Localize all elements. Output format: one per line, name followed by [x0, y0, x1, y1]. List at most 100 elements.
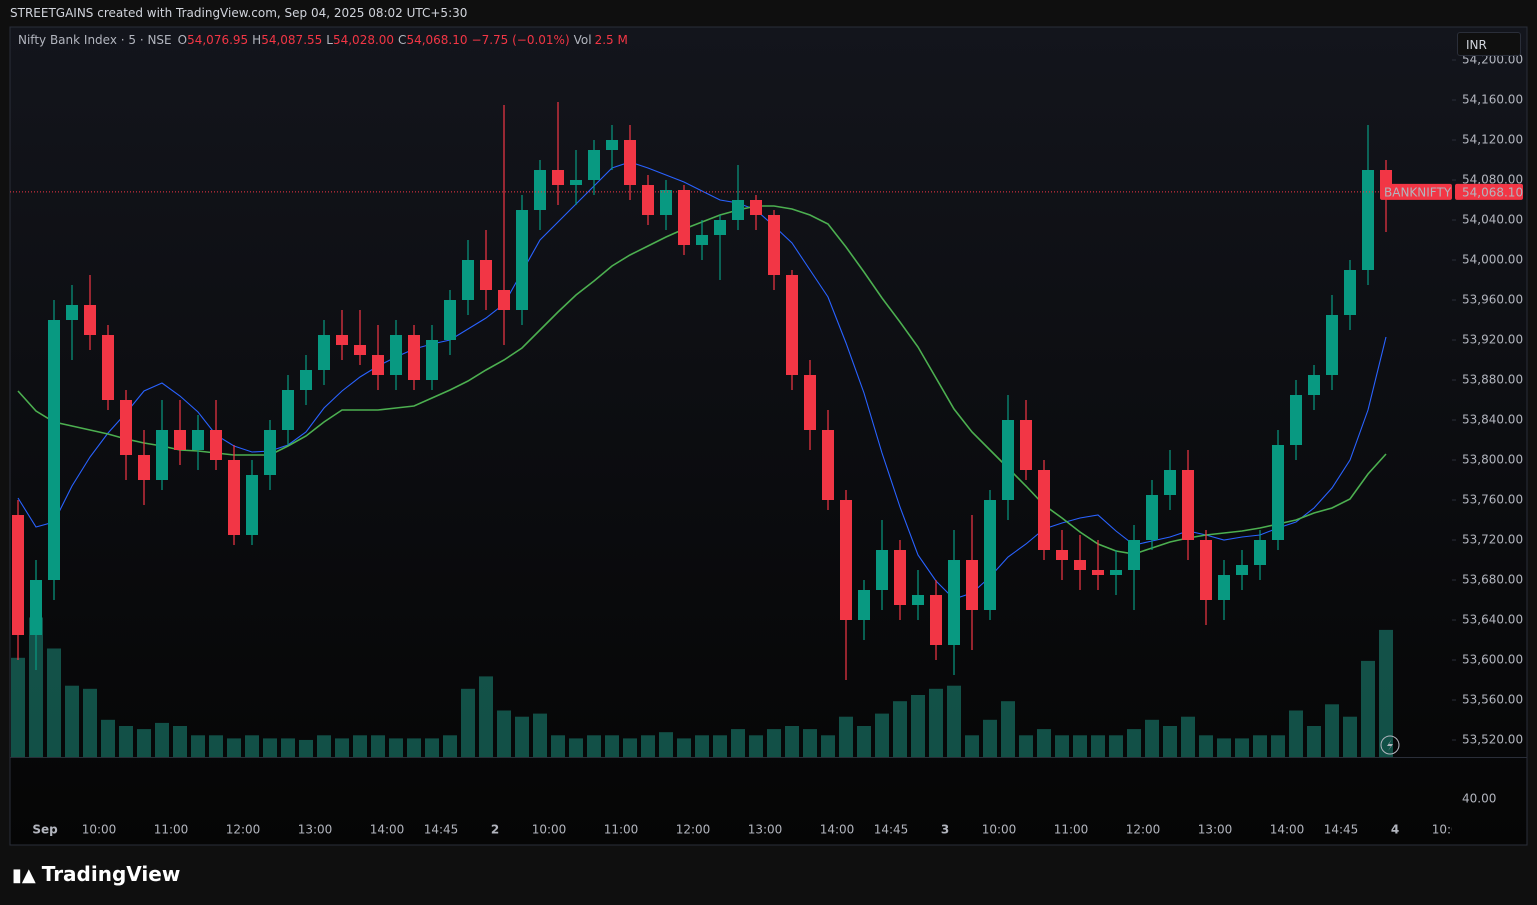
volume-bar: [173, 726, 187, 757]
volume-bar: [515, 716, 529, 757]
last-price-label: 54,068.10: [1462, 185, 1523, 199]
y-tick-label: 53,520.00: [1462, 733, 1523, 747]
candle-body: [462, 260, 474, 300]
chart-panel: [9, 26, 1528, 846]
candle-body: [48, 320, 60, 580]
candle-body: [1056, 550, 1068, 560]
volume-bar: [929, 688, 943, 757]
candle-body: [174, 430, 186, 450]
candle-body: [228, 460, 240, 535]
y-tick-label: 53,760.00: [1462, 493, 1523, 507]
y-tick-label: 53,680.00: [1462, 573, 1523, 587]
candle-body: [822, 430, 834, 500]
h-label: H: [252, 33, 262, 47]
volume-bar: [947, 685, 961, 757]
volume-bar: [911, 695, 925, 757]
y-tick-label: 53,880.00: [1462, 373, 1523, 387]
volume-bar: [1379, 629, 1393, 757]
volume-bar: [425, 738, 439, 757]
replay-icon[interactable]: [1380, 735, 1400, 755]
volume-bar: [695, 735, 709, 757]
candle-body: [156, 430, 168, 480]
candle-body: [930, 595, 942, 645]
x-tick-label: 12:00: [226, 823, 261, 837]
volume-bar: [1361, 660, 1375, 757]
volume-bar: [1181, 716, 1195, 757]
y-tick-label: 53,920.00: [1462, 333, 1523, 347]
volume-bar: [677, 738, 691, 757]
x-tick-label: 14:45: [874, 823, 909, 837]
candle-body: [984, 500, 996, 610]
volume-bar: [587, 735, 601, 757]
volume-bar: [1127, 729, 1141, 757]
close: 54,068.10: [406, 33, 468, 47]
candle-body: [750, 200, 762, 215]
candle-body: [966, 560, 978, 610]
volume-bar: [407, 738, 421, 757]
candle-body: [336, 335, 348, 345]
volume-bar: [713, 735, 727, 757]
volume-bar: [1253, 735, 1267, 757]
candle-body: [102, 335, 114, 400]
volume-bar: [839, 716, 853, 757]
volume-bar: [1163, 726, 1177, 757]
volume-bar: [731, 729, 745, 757]
symbol-label: BANKNIFTY: [1384, 185, 1452, 199]
candle-body: [660, 190, 672, 215]
candle-body: [192, 430, 204, 450]
volume-bar: [1055, 735, 1069, 757]
candle-body: [876, 550, 888, 590]
volume-bar: [461, 688, 475, 757]
volume-bar: [1145, 719, 1159, 757]
c-label: C: [398, 33, 407, 47]
candle-body: [624, 140, 636, 185]
brand-logo[interactable]: ▮▲ TradingView: [12, 862, 181, 886]
volume: 2.5 M: [594, 33, 628, 47]
low: 54,028.00: [332, 33, 395, 47]
candle-body: [516, 210, 528, 310]
volume-bar: [641, 735, 655, 757]
x-tick-label: 10:00: [532, 823, 567, 837]
candle-body: [1308, 375, 1320, 395]
x-tick-label: 12:00: [1126, 823, 1161, 837]
candle-body: [1290, 395, 1302, 445]
l-label: L: [326, 33, 333, 47]
volume-bar: [299, 739, 313, 757]
volume-bar: [29, 617, 43, 757]
candle-body: [390, 335, 402, 375]
candle-body: [840, 500, 852, 620]
candle-body: [408, 335, 420, 380]
symbol[interactable]: Nifty Bank Index · 5 · NSE: [18, 33, 172, 47]
volume-bar: [1325, 704, 1339, 757]
volume-bar: [1001, 701, 1015, 757]
volume-bar: [1073, 735, 1087, 757]
x-tick-label: 3: [941, 823, 949, 837]
volume-bar: [335, 738, 349, 757]
y-tick-label: 53,600.00: [1462, 653, 1523, 667]
candle-body: [1344, 270, 1356, 315]
volume-bar: [119, 726, 133, 757]
candle-body: [588, 150, 600, 180]
volume-bar: [1019, 735, 1033, 757]
volume-bar: [1271, 735, 1285, 757]
volume-bar: [227, 738, 241, 757]
o-label: O: [177, 33, 188, 47]
volume-bar: [857, 726, 871, 757]
candle-body: [804, 375, 816, 430]
candle-body: [552, 170, 564, 185]
candle-body: [30, 580, 42, 635]
candle-body: [1254, 540, 1266, 565]
currency-button[interactable]: INR: [1457, 32, 1521, 56]
candle-body: [642, 185, 654, 215]
attribution: STREETGAINS created with TradingView.com…: [10, 6, 468, 20]
x-tick-label: 14:45: [424, 823, 459, 837]
y-tick-label: 53,720.00: [1462, 533, 1523, 547]
candle-body: [894, 550, 906, 605]
candle-body: [768, 215, 780, 275]
volume-bar: [749, 735, 763, 757]
volume-bar: [1289, 710, 1303, 757]
volume-bar: [875, 713, 889, 757]
volume-bar: [1235, 738, 1249, 757]
candle-body: [138, 455, 150, 480]
candle-body: [1362, 170, 1374, 270]
